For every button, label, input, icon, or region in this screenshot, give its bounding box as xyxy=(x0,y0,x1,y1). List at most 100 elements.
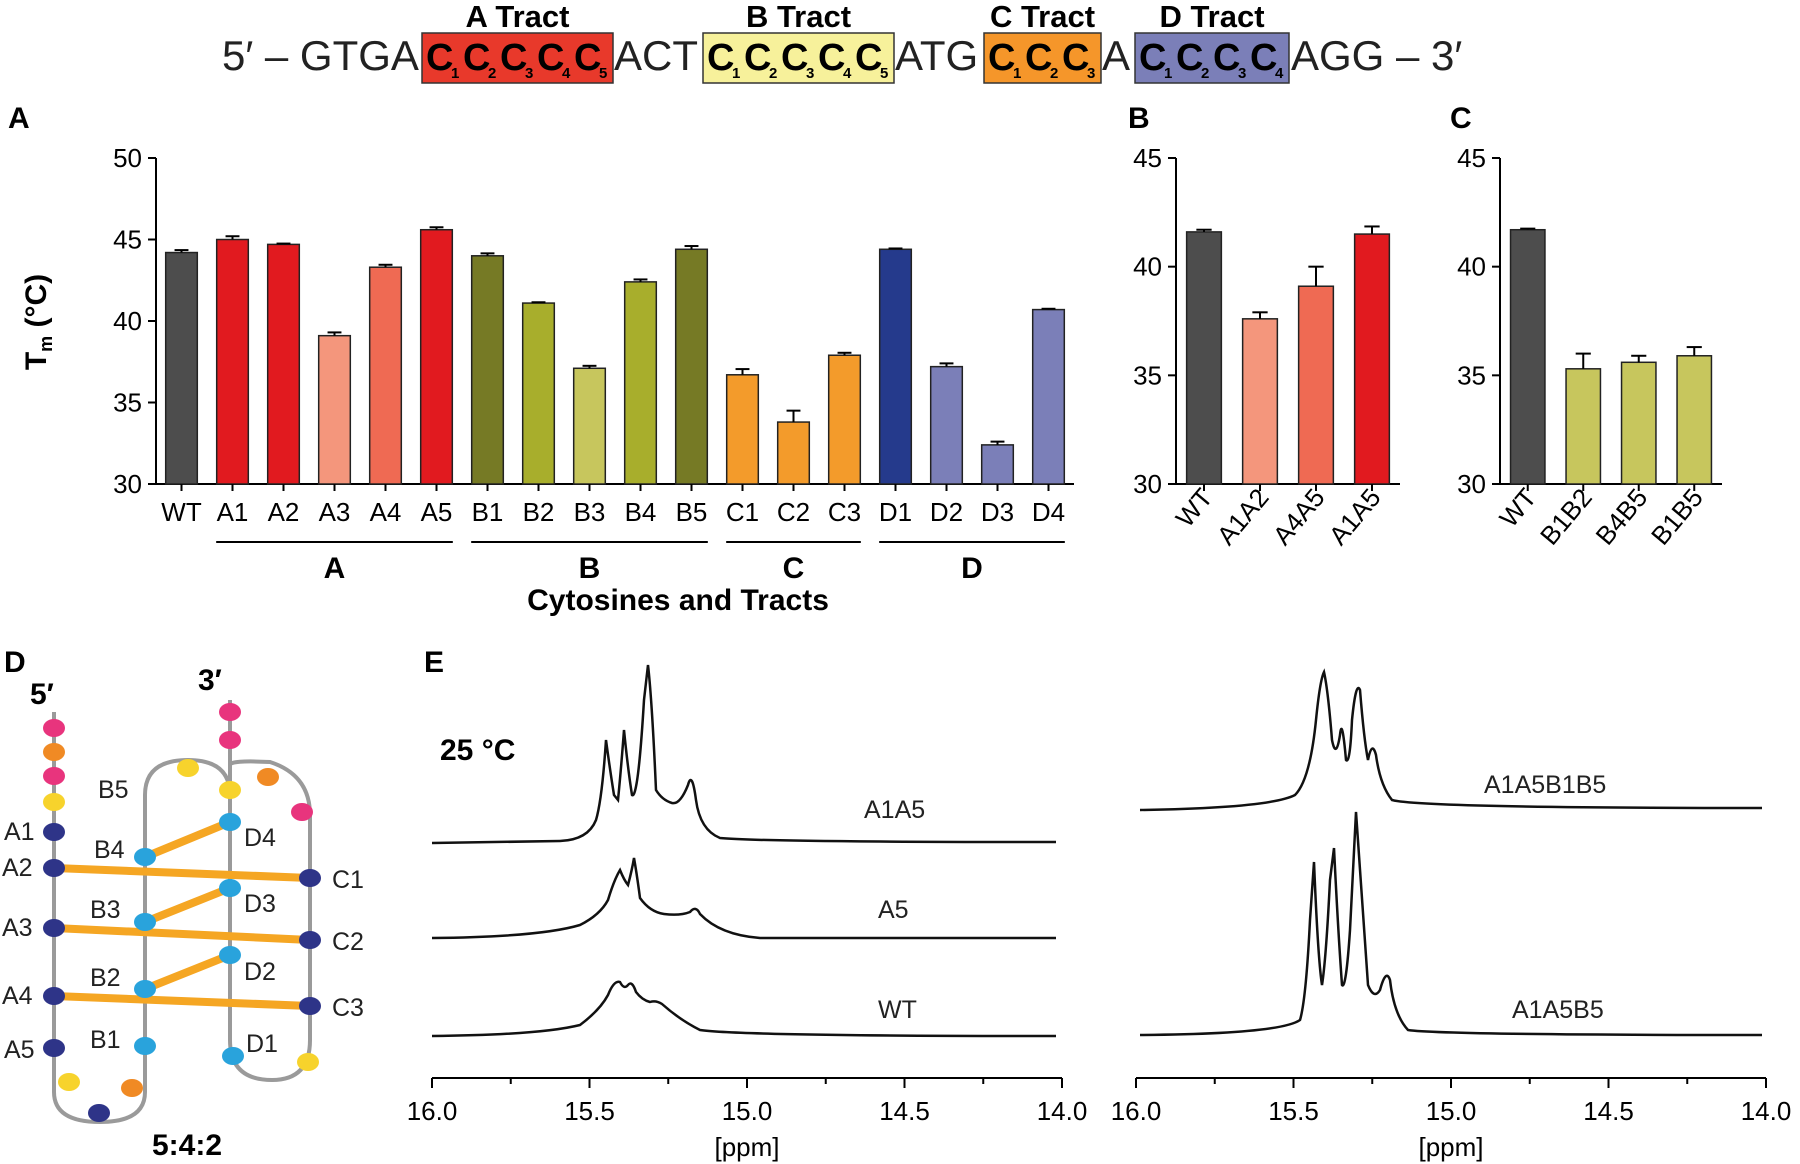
backbone-strand-loop xyxy=(228,759,312,1083)
tract-cytosine: C xyxy=(1139,37,1166,79)
group-label-a: A xyxy=(324,552,346,585)
pair-b3-d3 xyxy=(143,884,232,926)
tract-cytosine: C xyxy=(1062,37,1089,79)
y-tick-label: 35 xyxy=(1457,360,1486,390)
nucleotide-a xyxy=(43,793,65,811)
bar-c2 xyxy=(776,421,811,485)
tract-title-3: D Tract xyxy=(1159,0,1264,34)
pair-b4-d4 xyxy=(143,818,232,861)
cytosine-b3 xyxy=(134,913,156,931)
cytosine-a4 xyxy=(43,987,65,1005)
x-tick-label: B5 xyxy=(676,497,708,527)
cytosine-d3 xyxy=(219,879,241,897)
x-tick-label: D1 xyxy=(879,497,912,527)
pair-b2-d2 xyxy=(143,951,232,993)
y-tick-label: 45 xyxy=(1133,143,1162,173)
cytosine-d2 xyxy=(219,946,241,964)
bar-a2 xyxy=(266,243,301,485)
bar-a1a2 xyxy=(1241,318,1279,485)
nucleotide-g xyxy=(291,803,313,821)
x-tick-label: A1A5 xyxy=(1323,483,1387,551)
y-tick-label: 40 xyxy=(1457,252,1486,282)
x-tick-label: B1B2 xyxy=(1534,483,1598,551)
nucleotide-g xyxy=(219,731,241,749)
tract-title-2: C Tract xyxy=(990,0,1095,34)
linker-2: A xyxy=(1102,32,1130,79)
nucleotide-a xyxy=(58,1073,80,1091)
nmr-spectra: 25 °C A1A5 A5 WT A1A5B1B5 A1A5B5 16.0 15.… xyxy=(407,664,1792,1162)
nmr-tick-label: 15.0 xyxy=(722,1096,773,1126)
bar-wt xyxy=(1185,231,1223,485)
label-b3: B3 xyxy=(90,896,121,924)
cytosine-c1 xyxy=(299,869,321,887)
label-d1: D1 xyxy=(246,1030,278,1058)
pair-a4-c3 xyxy=(53,992,311,1010)
x-tick-label: A4 xyxy=(370,497,402,527)
nmr-tick-label: 16.0 xyxy=(1111,1096,1162,1126)
cytosine-a2 xyxy=(43,859,65,877)
label-d2: D2 xyxy=(244,958,276,986)
nmr-tick-label: 15.5 xyxy=(1268,1096,1319,1126)
tract-cytosine-index: 2 xyxy=(1050,65,1058,82)
bar-b1 xyxy=(470,255,505,485)
chart-a-xlabel: Cytosines and Tracts xyxy=(527,584,829,617)
nucleotide-t xyxy=(43,743,65,761)
tract-cytosine-index: 1 xyxy=(732,65,740,82)
nmr-tick-label: 15.0 xyxy=(1426,1096,1477,1126)
sequence-suffix: AGG – 3′ xyxy=(1291,32,1462,79)
nmr-axis-left: 16.0 15.5 15.0 14.5 14.0 [ppm] xyxy=(407,1077,1088,1162)
x-tick-label: A4A5 xyxy=(1267,483,1331,551)
tract-cytosine: C xyxy=(426,37,453,79)
y-tick-label: 50 xyxy=(113,143,142,173)
bar-d4 xyxy=(1031,308,1066,485)
nucleotide-a xyxy=(297,1053,319,1071)
bar-a5 xyxy=(419,228,454,485)
bar-d1 xyxy=(878,248,913,485)
x-tick-label: WT xyxy=(1170,482,1219,532)
nucleotide-g xyxy=(43,767,65,785)
x-tick-label: WT xyxy=(161,497,202,527)
nucleotide-t xyxy=(257,768,279,786)
nmr-tick-label: 14.0 xyxy=(1037,1096,1088,1126)
nucleotide-c xyxy=(88,1104,110,1122)
x-tick-label: C3 xyxy=(828,497,861,527)
spectrum-label-a1a5b5: A1A5B5 xyxy=(1512,996,1604,1024)
y-tick-label: 30 xyxy=(113,469,142,499)
bar-c3 xyxy=(827,354,862,485)
cytosine-b2 xyxy=(134,980,156,998)
x-tick-label: B4B5 xyxy=(1589,483,1653,551)
x-tick-label: C1 xyxy=(726,497,759,527)
label-c3: C3 xyxy=(332,994,364,1022)
y-tick-label: 40 xyxy=(113,306,142,336)
panel-label-d: D xyxy=(4,646,26,679)
pair-a3-c2 xyxy=(53,924,311,944)
bar-a4 xyxy=(368,266,403,485)
nmr-xlabel: [ppm] xyxy=(714,1132,779,1162)
nucleotide-a xyxy=(177,759,199,777)
y-tick-label: 45 xyxy=(1457,143,1486,173)
spectrum-a5 xyxy=(431,857,1056,940)
nmr-tick-label: 15.5 xyxy=(564,1096,615,1126)
tract-cytosine: C xyxy=(707,37,734,79)
nucleotide-a xyxy=(219,781,241,799)
x-tick-label: A1 xyxy=(217,497,249,527)
x-tick-label: A2 xyxy=(268,497,300,527)
nmr-tick-label: 14.0 xyxy=(1741,1096,1792,1126)
bar-a1 xyxy=(215,238,250,485)
tract-cytosine-index: 3 xyxy=(806,65,814,82)
label-b5: B5 xyxy=(98,776,129,804)
tract-cytosine-index: 4 xyxy=(562,65,571,82)
panel-label-a: A xyxy=(8,102,30,135)
spectrum-label-a1a5: A1A5 xyxy=(864,796,925,824)
tract-cytosine-index: 3 xyxy=(525,65,533,82)
tract-box-1 xyxy=(702,32,895,84)
x-tick-label: D3 xyxy=(981,497,1014,527)
linker-0: ACT xyxy=(614,32,698,79)
label-a3: A3 xyxy=(2,914,33,942)
y-tick-label: 30 xyxy=(1457,469,1486,499)
end-5-label: 5′ xyxy=(30,678,54,711)
bar-c1 xyxy=(725,374,760,485)
cytosine-a5 xyxy=(43,1039,65,1057)
cytosine-d1 xyxy=(222,1047,244,1065)
